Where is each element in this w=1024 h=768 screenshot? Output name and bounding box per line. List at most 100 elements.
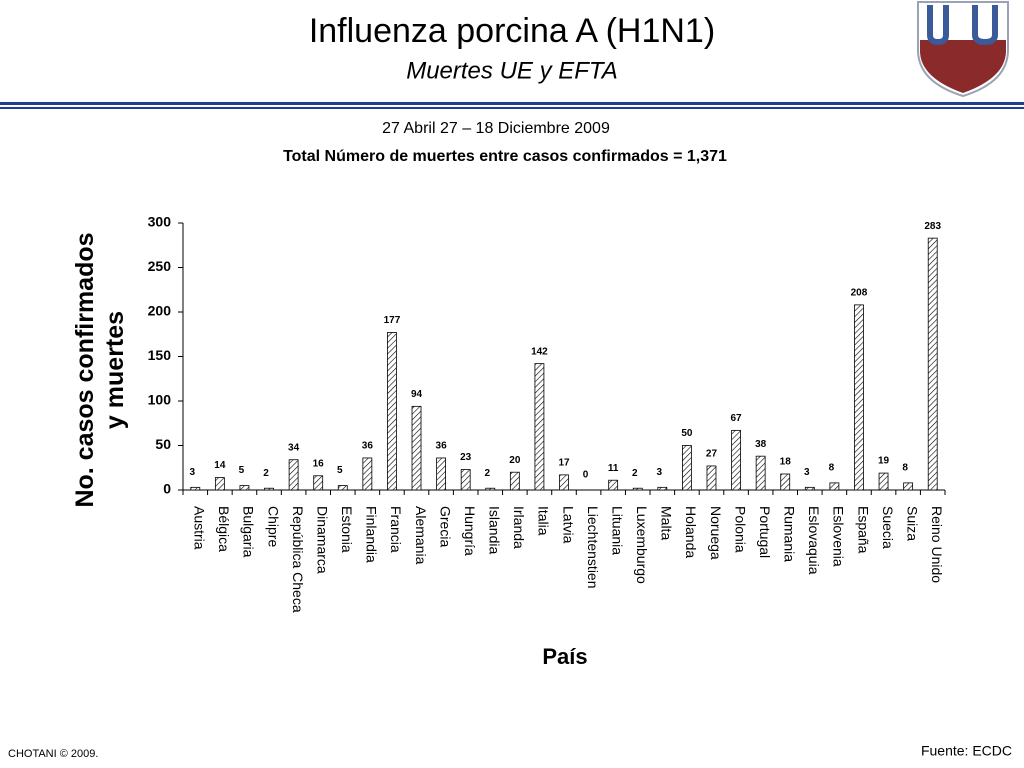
x-tick-label: Alemania <box>413 506 429 565</box>
bar <box>509 471 520 491</box>
bar <box>436 457 446 491</box>
value-label: 19 <box>878 456 890 467</box>
value-label: 23 <box>460 452 472 463</box>
bar <box>387 332 397 491</box>
x-tick-label: Suecia <box>880 506 896 549</box>
value-label: 8 <box>829 463 835 474</box>
total-note: Total Número de muertes entre casos conf… <box>283 148 727 165</box>
x-tick-label: Polonia <box>732 506 748 553</box>
x-tick-label: República Checa <box>290 506 306 613</box>
value-label: 5 <box>337 465 343 476</box>
bar <box>264 487 274 491</box>
bar <box>657 486 668 491</box>
x-tick-label: Hungría <box>462 506 478 556</box>
x-tick-label: Bulgaria <box>241 506 257 558</box>
bar <box>239 485 250 491</box>
value-label: 36 <box>362 441 374 452</box>
x-tick-label: Holanda <box>683 506 699 558</box>
x-tick-label: Latvia <box>560 506 576 544</box>
bar <box>608 479 619 491</box>
x-tick-label: Luxemburgo <box>634 506 650 584</box>
bar <box>878 472 889 491</box>
bar <box>755 455 766 491</box>
bar <box>214 477 225 491</box>
y-tick-label: 100 <box>148 392 172 408</box>
x-tick-label: Austria <box>192 506 208 550</box>
value-label: 3 <box>804 467 810 478</box>
bar <box>682 445 692 491</box>
value-label: 2 <box>632 468 638 479</box>
value-label: 16 <box>313 458 325 469</box>
value-label: 18 <box>780 457 792 468</box>
x-tick-label: Bélgica <box>216 506 232 552</box>
x-tick-label: Suiza <box>904 506 920 541</box>
x-tick-label: Italia <box>536 506 552 536</box>
value-label: 142 <box>531 346 548 357</box>
bar <box>190 486 201 491</box>
bar <box>632 487 643 491</box>
value-label: 17 <box>558 458 570 469</box>
bar <box>485 487 496 491</box>
bar <box>829 482 840 491</box>
x-tick-label: Eslovenia <box>831 506 847 567</box>
x-tick-label: Islandia <box>487 506 503 554</box>
bar <box>706 465 717 491</box>
value-label: 14 <box>214 460 226 471</box>
value-label: 11 <box>608 463 619 474</box>
value-label: 2 <box>263 468 269 479</box>
x-tick-label: Grecia <box>437 506 453 547</box>
value-label: 8 <box>902 463 908 474</box>
value-label: 2 <box>484 468 490 479</box>
y-tick-label: 50 <box>155 436 171 452</box>
bar <box>804 486 815 491</box>
bar <box>780 473 791 491</box>
slide-title: Influenza porcina A (H1N1) <box>309 12 715 50</box>
bar <box>460 469 471 491</box>
value-label: 36 <box>436 441 448 452</box>
y-tick-label: 150 <box>148 347 172 363</box>
bar <box>337 485 348 491</box>
value-label: 67 <box>731 413 743 424</box>
value-label: 27 <box>706 449 718 460</box>
x-tick-label: Dinamarca <box>314 506 330 574</box>
value-label: 283 <box>924 221 941 232</box>
value-label: 38 <box>755 439 767 450</box>
x-tick-label: Reino Unido <box>929 506 945 583</box>
y-tick-label: 0 <box>163 481 171 497</box>
value-label: 3 <box>190 467 196 478</box>
bar <box>854 304 864 491</box>
value-label: 20 <box>509 455 521 466</box>
value-label: 50 <box>681 428 693 439</box>
x-tick-label: Irlanda <box>511 506 527 549</box>
value-label: 94 <box>411 389 423 400</box>
x-tick-label: España <box>855 506 871 554</box>
x-tick-label: Portugal <box>757 506 773 558</box>
value-label: 177 <box>384 315 401 326</box>
x-tick-label: Liechtenstien <box>585 506 601 589</box>
bar <box>411 405 422 491</box>
y-tick-label: 200 <box>148 303 172 319</box>
y-axis-label: No. casos confirmados y muertes <box>71 232 129 508</box>
bar <box>362 457 373 491</box>
copyright: CHOTANI © 2009. <box>8 748 98 760</box>
period: 27 Abril 27 – 18 Diciembre 2009 <box>382 120 610 137</box>
value-label: 3 <box>657 467 663 478</box>
slide-subtitle: Muertes UE y EFTA <box>406 57 618 84</box>
value-label: 0 <box>583 470 589 481</box>
x-tick-label: Chipre <box>265 506 281 547</box>
value-label: 5 <box>239 465 245 476</box>
source: Fuente: ECDC <box>921 743 1012 759</box>
logo <box>917 1 1009 98</box>
bar <box>903 482 914 491</box>
x-tick-label: Malta <box>659 506 675 540</box>
x-tick-label: Estonia <box>339 506 355 553</box>
x-tick-label: Noruega <box>708 506 724 560</box>
bar <box>559 474 569 491</box>
y-tick-label: 250 <box>148 258 172 274</box>
x-axis-label: País <box>542 644 587 669</box>
value-label: 208 <box>851 288 868 299</box>
header-rule <box>0 102 1024 109</box>
bar <box>927 237 938 491</box>
